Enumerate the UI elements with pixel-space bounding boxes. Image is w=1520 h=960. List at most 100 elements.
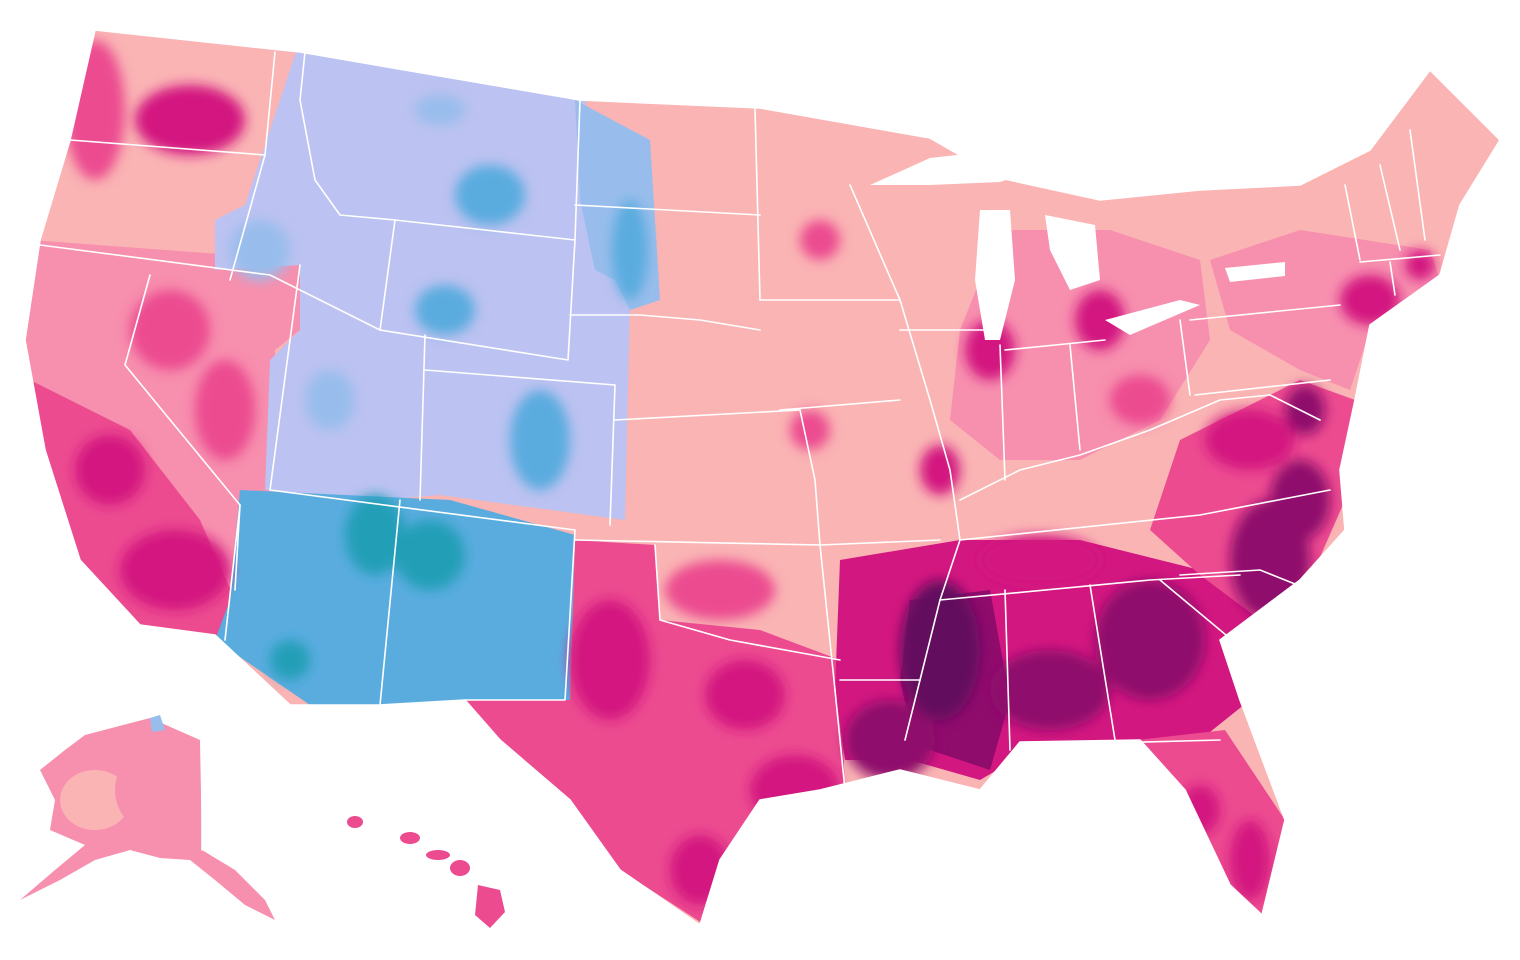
alaska-blue-corner xyxy=(150,715,165,732)
border-ms-al xyxy=(1004,589,1011,751)
hawaii-maui xyxy=(450,860,470,876)
blob-idaho xyxy=(230,220,290,280)
blob-oklahoma xyxy=(665,560,775,620)
lake-superior xyxy=(870,150,1050,185)
border-ia-mo xyxy=(779,399,901,411)
border-ga-fl xyxy=(1029,739,1221,746)
great-lakes-water xyxy=(870,150,1285,340)
border-wa-or xyxy=(69,139,266,156)
lake-ontario xyxy=(1225,262,1285,282)
border-nv-ut xyxy=(269,264,301,491)
blob-montana-2 xyxy=(415,95,465,125)
blob-nd-east xyxy=(612,200,648,300)
blob-la xyxy=(120,530,230,610)
border-mi-oh xyxy=(1004,339,1106,351)
border-wy xyxy=(379,219,576,361)
border-pa-ny xyxy=(1189,304,1341,321)
blob-south-texas xyxy=(670,835,730,905)
border-id-mt xyxy=(299,51,396,221)
border-co xyxy=(424,369,616,526)
border-in-oh xyxy=(1069,344,1081,451)
border-ca-nv xyxy=(124,274,241,591)
border-id-nv-ut xyxy=(269,274,381,331)
blob-utah xyxy=(305,370,355,430)
blob-ohio xyxy=(1110,375,1170,425)
border-ne-ks xyxy=(614,409,801,421)
alaska xyxy=(20,715,275,920)
blob-tennessee xyxy=(980,535,1100,585)
blob-nevada-center xyxy=(130,290,210,370)
alaska-pale-area xyxy=(60,770,130,830)
hawaii xyxy=(347,816,505,928)
border-az-west xyxy=(224,504,241,641)
border-oh-pa xyxy=(1179,319,1191,396)
border-wa-id xyxy=(229,51,276,281)
border-mississippi-river xyxy=(849,184,961,741)
border-nm-tx xyxy=(464,529,576,701)
border-mo-ar xyxy=(819,539,941,546)
border-la-tx xyxy=(834,689,846,791)
blob-dallas xyxy=(705,660,785,730)
border-mt-nd xyxy=(574,99,581,241)
blob-az-south xyxy=(270,640,310,680)
blob-delta xyxy=(900,580,980,720)
alaska-interior xyxy=(115,750,185,830)
blob-boston xyxy=(1405,250,1435,280)
blob-central-valley xyxy=(75,435,145,505)
blob-louisiana xyxy=(845,700,935,780)
blob-west-texas xyxy=(570,600,650,720)
border-ut-co xyxy=(419,334,426,501)
border-nc-sc xyxy=(1179,569,1311,591)
lake-huron xyxy=(1045,215,1100,290)
border-va-wv xyxy=(1149,394,1321,431)
blob-seattle xyxy=(135,85,245,155)
border-mo-west xyxy=(799,409,836,691)
border-az-nm-split xyxy=(379,499,401,706)
blob-kansas-city xyxy=(790,410,830,450)
blob-detroit xyxy=(1075,290,1125,350)
border-mn xyxy=(754,107,761,301)
blob-alabama xyxy=(990,650,1110,730)
blob-nc-east xyxy=(1270,460,1330,540)
blob-minneapolis xyxy=(800,220,840,260)
border-pa-south xyxy=(1194,379,1331,396)
border-il-in xyxy=(999,344,1006,481)
border-ma-south xyxy=(1359,254,1441,263)
blob-four-corners xyxy=(345,495,405,575)
lake-michigan xyxy=(975,210,1015,340)
blob-georgia xyxy=(1095,580,1205,700)
blob-virginia xyxy=(1205,410,1295,470)
blob-florida xyxy=(1230,820,1270,900)
blob-chicago xyxy=(965,320,1015,380)
blob-nyc xyxy=(1340,275,1400,325)
blob-wyoming xyxy=(415,285,475,335)
blob-oregon xyxy=(65,40,125,180)
border-vt-nh xyxy=(1379,164,1401,251)
hawaii-molokai xyxy=(426,850,450,860)
blob-houston xyxy=(750,755,840,825)
blob-nevada-south xyxy=(195,360,255,460)
border-ks-ok xyxy=(574,539,821,546)
border-outline xyxy=(24,29,1501,926)
border-ct-ri xyxy=(1389,261,1396,296)
border-al-ga xyxy=(1089,584,1116,741)
border-tn-south xyxy=(939,574,1241,601)
border-az-nm xyxy=(269,489,576,531)
state-borders xyxy=(24,29,1501,926)
blob-nm-north xyxy=(395,520,465,590)
border-ga-sc xyxy=(1159,579,1251,656)
border-or-ca-nv xyxy=(39,244,271,276)
hawaii-oahu xyxy=(400,832,420,844)
border-ky-north xyxy=(959,429,1151,501)
hawaii-kauai xyxy=(347,816,363,828)
region-texas xyxy=(460,540,845,925)
blob-colorado xyxy=(510,390,570,490)
border-nd-sd xyxy=(574,204,761,216)
blob-st-louis xyxy=(920,445,960,495)
border-ky-tn xyxy=(959,489,1331,541)
blob-montana-1 xyxy=(455,165,525,225)
border-sd-ne xyxy=(569,314,761,331)
hawaii-big-island xyxy=(475,885,505,928)
